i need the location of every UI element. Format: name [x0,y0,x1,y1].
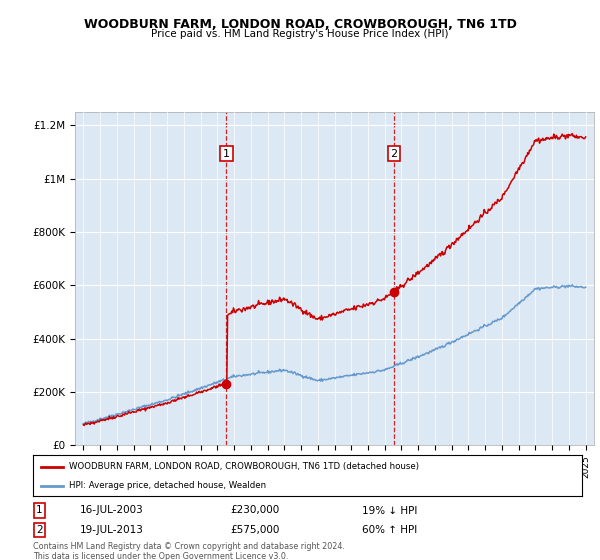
Text: 19% ↓ HPI: 19% ↓ HPI [362,506,418,516]
Text: 16-JUL-2003: 16-JUL-2003 [80,506,143,516]
Text: 19-JUL-2013: 19-JUL-2013 [80,525,143,535]
Text: 2: 2 [36,525,43,535]
Text: HPI: Average price, detached house, Wealden: HPI: Average price, detached house, Weal… [68,481,266,490]
Text: Price paid vs. HM Land Registry's House Price Index (HPI): Price paid vs. HM Land Registry's House … [151,29,449,39]
Text: £575,000: £575,000 [230,525,280,535]
Text: 1: 1 [36,506,43,516]
Text: WOODBURN FARM, LONDON ROAD, CROWBOROUGH, TN6 1TD: WOODBURN FARM, LONDON ROAD, CROWBOROUGH,… [83,18,517,31]
Text: Contains HM Land Registry data © Crown copyright and database right 2024.
This d: Contains HM Land Registry data © Crown c… [33,542,345,560]
Text: 60% ↑ HPI: 60% ↑ HPI [362,525,418,535]
Text: £230,000: £230,000 [230,506,280,516]
Text: 1: 1 [223,148,230,158]
Text: WOODBURN FARM, LONDON ROAD, CROWBOROUGH, TN6 1TD (detached house): WOODBURN FARM, LONDON ROAD, CROWBOROUGH,… [68,462,419,471]
Text: 2: 2 [391,148,397,158]
